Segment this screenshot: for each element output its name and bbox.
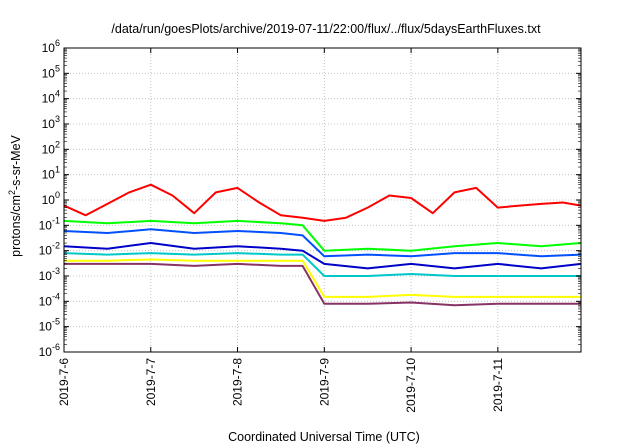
chart-title: /data/run/goesPlots/archive/2019-07-11/2… [111,22,541,36]
y-tick-label: 10-3 [39,266,60,283]
series-line-6 [64,258,581,298]
series-line-7 [64,262,581,307]
y-tick-label: 100 [42,190,60,207]
y-tick-label: 10-4 [39,291,60,308]
y-tick-labels: 10-6 10-5 10-4 10-3 10-2 10-1 100 101 102 103 104 1… [39,38,60,359]
x-tick-labels: 2019-7-6 2019-7-7 2019-7-8 2019-7-9 2019-7-1… [57,358,505,413]
x-tick-label: 2019-7-11 [491,358,505,412]
x-tick-label: 2019-7-9 [317,358,331,406]
y-tick-label: 102 [42,139,60,156]
y-axis-label: protons/cm2-s-sr-MeV [7,134,23,256]
series-line-3 [63,228,582,258]
x-tick-label: 2019-7-6 [57,358,71,406]
series-line-2 [63,219,582,252]
y-tick-label: 103 [42,114,60,131]
y-tick-label: 104 [42,89,60,106]
series-line-5 [63,252,581,277]
x-tick-label: 2019-7-10 [404,358,418,413]
y-tick-label: 105 [42,63,60,80]
y-tick-label: 101 [42,165,60,182]
series-layer [63,183,582,307]
series-line-4 [63,242,582,270]
x-tick-label: 2019-7-8 [231,358,245,406]
y-tick-label: 10-5 [39,317,60,334]
series-line-1 [63,183,582,222]
axis-ticks [63,47,581,353]
x-axis-label: Coordinated Universal Time (UTC) [228,430,420,444]
y-tick-label: 10-2 [39,241,60,258]
y-tick-label: 10-6 [39,342,60,359]
x-tick-label: 2019-7-7 [144,358,158,406]
grid-lines [64,48,581,352]
y-tick-label: 106 [42,38,60,55]
y-tick-label: 10-1 [39,215,60,232]
